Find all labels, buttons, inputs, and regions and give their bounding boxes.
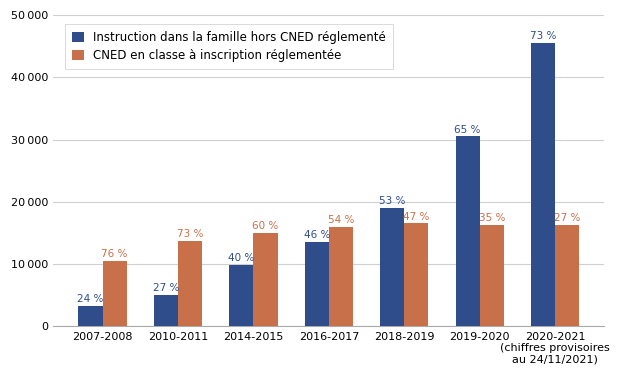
Text: 24 %: 24 % xyxy=(77,294,103,304)
Bar xyxy=(404,223,428,326)
Text: 73 %: 73 % xyxy=(177,229,203,239)
Bar xyxy=(305,242,329,326)
Text: 76 %: 76 % xyxy=(102,249,128,259)
Bar xyxy=(329,227,353,326)
Legend: Instruction dans la famille hors CNED réglementé, CNED en classe à inscription r: Instruction dans la famille hors CNED ré… xyxy=(65,24,393,69)
Bar xyxy=(103,261,127,326)
Bar xyxy=(253,233,278,326)
Bar xyxy=(456,136,480,326)
Bar xyxy=(78,306,103,326)
Text: 35 %: 35 % xyxy=(478,214,505,223)
Bar xyxy=(178,241,202,326)
Text: 47 %: 47 % xyxy=(403,212,429,221)
Bar xyxy=(380,208,404,326)
Bar xyxy=(154,295,178,326)
Text: 60 %: 60 % xyxy=(253,221,278,231)
Text: 46 %: 46 % xyxy=(303,230,330,240)
Text: 27 %: 27 % xyxy=(153,283,179,293)
Text: 65 %: 65 % xyxy=(455,124,481,135)
Bar xyxy=(480,225,504,326)
Bar xyxy=(531,43,555,326)
Text: 73 %: 73 % xyxy=(530,31,556,41)
Bar xyxy=(555,225,579,326)
Text: 40 %: 40 % xyxy=(228,253,255,263)
Text: 27 %: 27 % xyxy=(554,214,581,223)
Text: 54 %: 54 % xyxy=(328,215,354,225)
Bar xyxy=(229,265,253,326)
Text: 53 %: 53 % xyxy=(379,196,406,206)
